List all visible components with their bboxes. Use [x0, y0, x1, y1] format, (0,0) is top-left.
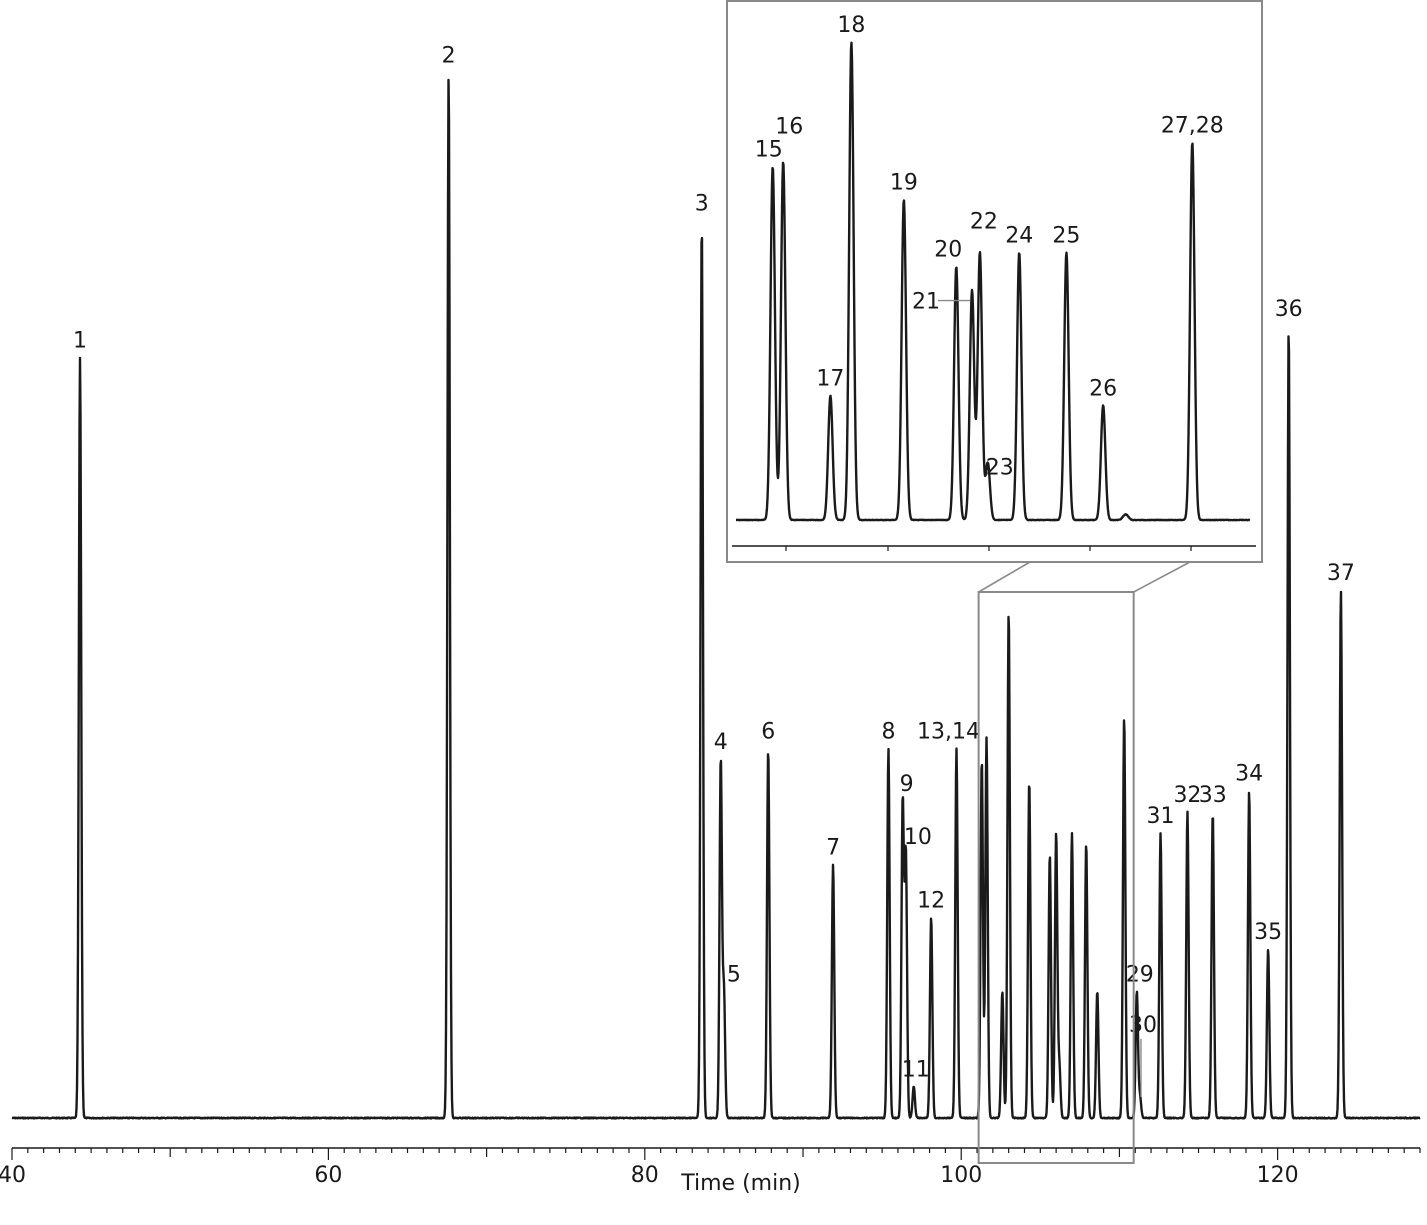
peak-label: 11 — [902, 1057, 930, 1082]
peak-label: 31 — [1147, 804, 1175, 829]
inset-peak-label: 23 — [986, 456, 1014, 481]
peak-label: 33 — [1199, 783, 1227, 808]
chromatogram-trace — [11, 78, 1421, 1120]
peak-label: 37 — [1327, 561, 1355, 586]
inset-peak-label: 15 — [755, 137, 783, 162]
peak-label: 5 — [727, 962, 741, 987]
peak-label: 1 — [73, 329, 87, 354]
x-tick-label: 40 — [0, 1163, 26, 1188]
peak-label: 34 — [1235, 762, 1263, 787]
peak-label: 13,14 — [917, 719, 980, 744]
x-tick-label: 80 — [631, 1163, 659, 1188]
x-tick-label: 60 — [314, 1163, 342, 1188]
connector-right — [1133, 561, 1191, 593]
main-trace-group — [11, 78, 1421, 1120]
zoom-region-box — [977, 591, 1135, 1164]
peak-label: 35 — [1254, 920, 1282, 945]
inset-peak-label: 17 — [816, 367, 844, 392]
inset-peak-label: 16 — [775, 115, 803, 140]
peak-label: 4 — [714, 730, 728, 755]
peak-label: 10 — [904, 825, 932, 850]
peak-label: 36 — [1275, 297, 1303, 322]
inset-peak-label: 21 — [912, 290, 940, 315]
peak-label: 29 — [1126, 962, 1154, 987]
inset-trace — [735, 41, 1251, 522]
inset-peak-label: 26 — [1089, 376, 1117, 401]
peak-label: 2 — [442, 44, 456, 69]
inset-peak-label: 25 — [1052, 223, 1080, 248]
inset-peak-label: 19 — [890, 171, 918, 196]
x-tick-label: 100 — [940, 1163, 982, 1188]
inset-peak-label: 22 — [970, 209, 998, 234]
peak-label: 6 — [761, 719, 775, 744]
peak-label: 32 — [1173, 783, 1201, 808]
zoom-connectors — [978, 561, 1191, 593]
peak-label: 9 — [900, 772, 914, 797]
x-tick-label: 120 — [1257, 1163, 1299, 1188]
peak-label: 7 — [826, 836, 840, 861]
inset-frame — [726, 0, 1263, 563]
x-axis-title: Time (min) — [680, 1171, 801, 1196]
inset-x-axis — [732, 545, 1256, 551]
peak-label: 12 — [917, 888, 945, 913]
peak-label: 8 — [881, 719, 895, 744]
inset-peak-label: 18 — [837, 13, 865, 38]
peak-label: 3 — [695, 191, 709, 216]
inset-peak-label: 27,28 — [1161, 113, 1224, 138]
x-axis: 40 60 80 100 120 — [0, 1147, 1421, 1188]
inset-peak-label: 20 — [934, 238, 962, 263]
connector-left — [978, 561, 1031, 593]
inset-peak-label: 24 — [1005, 223, 1033, 248]
